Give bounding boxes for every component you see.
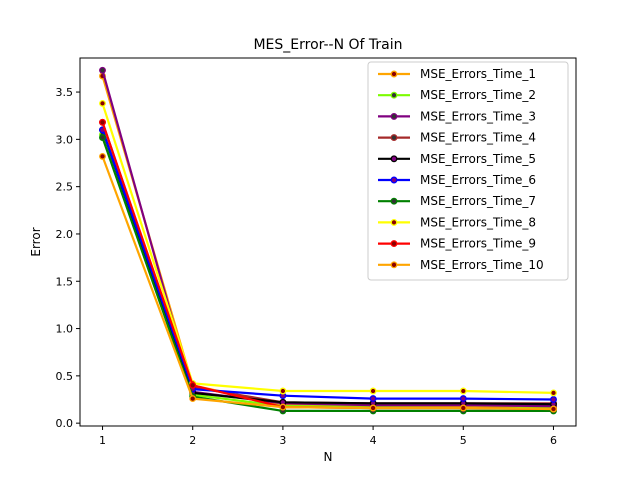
plot-area: 1 2 3 4 5 6 0.0 0.5 1.0 1.5 2.0 2.5 3.0 3.5 xyxy=(56,57,577,447)
data-point-7-1 xyxy=(99,134,106,141)
data-point-9-1 xyxy=(99,118,106,126)
x-tick-label: 4 xyxy=(370,434,377,447)
legend-marker-9 xyxy=(390,240,398,248)
y-axis-label: Error xyxy=(29,227,43,256)
y-tick-label: 0.0 xyxy=(56,417,74,430)
legend-label-10: MSE_Errors_Time_10 xyxy=(420,258,544,272)
data-point-10-4 xyxy=(369,404,377,412)
data-point-10-6 xyxy=(550,405,557,413)
data-point-10-5 xyxy=(459,404,467,412)
legend: MSE_Errors_Time_1 MSE_Errors_Time_2 MSE_Er… xyxy=(367,61,569,281)
data-point-10-1 xyxy=(99,152,106,160)
y-tick-label: 2.0 xyxy=(56,228,74,241)
legend-label-9: MSE_Errors_Time_9 xyxy=(420,237,536,251)
y-tick-label: 0.5 xyxy=(56,370,74,383)
data-point-8-1 xyxy=(99,99,106,107)
legend-marker-10 xyxy=(390,261,398,269)
legend-marker-8 xyxy=(390,218,398,226)
data-point-8-6 xyxy=(550,389,557,397)
chart-title: MES_Error--N Of Train xyxy=(253,37,402,53)
data-point-10-3 xyxy=(279,403,287,411)
legend-label-6: MSE_Errors_Time_6 xyxy=(420,173,536,187)
data-point-6-6 xyxy=(550,396,557,403)
y-tick-label: 1.0 xyxy=(56,323,74,336)
legend-marker-7 xyxy=(390,197,398,205)
series-line-10 xyxy=(101,156,554,411)
legend-marker-6 xyxy=(390,176,398,184)
legend-label-1: MSE_Errors_Time_1 xyxy=(420,67,536,81)
series-line-8 xyxy=(101,103,554,394)
legend-label-8: MSE_Errors_Time_8 xyxy=(420,215,536,229)
data-point-8-5 xyxy=(459,387,467,395)
legend-box xyxy=(367,61,569,281)
data-point-8-4 xyxy=(369,387,377,395)
legend-label-4: MSE_Errors_Time_4 xyxy=(420,131,536,145)
y-tick-label: 3.0 xyxy=(56,133,74,146)
x-tick-label: 1 xyxy=(99,434,106,447)
plot-frame xyxy=(79,57,577,427)
legend-marker-4 xyxy=(390,134,398,142)
legend-marker-3 xyxy=(390,112,398,120)
x-axis-label: N xyxy=(324,450,333,464)
y-tick-label: 1.5 xyxy=(56,275,74,288)
series-line-7 xyxy=(101,137,554,412)
data-point-6-5 xyxy=(459,395,467,403)
y-tick-label: 3.5 xyxy=(56,86,74,99)
x-tick-label: 6 xyxy=(550,434,557,447)
y-tick-label: 2.5 xyxy=(56,181,74,194)
legend-label-2: MSE_Errors_Time_2 xyxy=(420,88,536,102)
data-point-6-4 xyxy=(369,395,377,403)
data-point-10-2 xyxy=(189,395,197,403)
legend-label-5: MSE_Errors_Time_5 xyxy=(420,152,536,166)
x-tick-label: 3 xyxy=(279,434,286,447)
legend-label-3: MSE_Errors_Time_3 xyxy=(420,109,536,123)
series-line-6 xyxy=(101,129,554,401)
data-point-3-1 xyxy=(99,66,106,74)
data-point-8-3 xyxy=(279,387,287,395)
legend-marker-5 xyxy=(390,155,398,163)
legend-marker-2 xyxy=(390,91,398,99)
legend-marker-1 xyxy=(390,70,398,78)
data-point-9-2 xyxy=(189,381,197,389)
legend-label-7: MSE_Errors_Time_7 xyxy=(420,194,536,208)
x-tick-label: 5 xyxy=(460,434,467,447)
x-tick-label: 2 xyxy=(189,434,196,447)
